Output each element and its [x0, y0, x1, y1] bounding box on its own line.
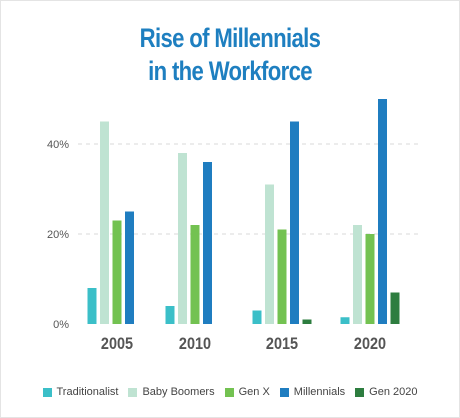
bar-millennials-2010	[203, 162, 212, 324]
legend-swatch	[42, 387, 52, 397]
x-tick-label: 2005	[101, 335, 133, 353]
x-tick-label: 2020	[354, 335, 386, 353]
x-tick-label: 2015	[266, 335, 298, 353]
bar-traditionalist-2015	[252, 310, 262, 324]
x-tick-label: 2010	[179, 335, 211, 353]
bar-baby-boomers-2020	[353, 225, 362, 324]
legend-swatch	[128, 387, 138, 397]
legend-item: Gen 2020	[355, 386, 417, 398]
bar-millennials-2020	[378, 99, 387, 324]
bar-baby-boomers-2015	[265, 184, 274, 324]
legend-swatch	[224, 387, 234, 397]
bar-millennials-2005	[125, 211, 134, 324]
y-tick-label: 0%	[53, 319, 69, 331]
bar-gen-2020-2020	[390, 292, 400, 324]
chart-title-line-2: in the Workforce	[148, 56, 312, 86]
legend-label: Traditionalist	[56, 386, 119, 398]
y-tick-label: 40%	[47, 139, 69, 151]
legend-label: Gen 2020	[369, 386, 418, 398]
legend-item: Traditionalist	[42, 386, 119, 398]
legend-label: Gen X	[238, 386, 270, 398]
bar-baby-boomers-2005	[100, 121, 109, 324]
bar-gen-x-2015	[277, 229, 287, 324]
bar-traditionalist-2010	[165, 306, 175, 324]
chart-legend: Traditionalist Baby Boomers Gen X Millennia…	[0, 386, 460, 398]
y-tick-label: 20%	[47, 229, 69, 241]
bar-gen-x-2020	[365, 234, 375, 324]
legend-item: Baby Boomers	[128, 386, 215, 398]
bar-traditionalist-2020	[340, 317, 350, 324]
bar-traditionalist-2005	[87, 288, 97, 324]
chart-title-line-1: Rise of Millennials	[139, 23, 321, 53]
bar-millennials-2015	[290, 121, 299, 324]
legend-item: Gen X	[224, 386, 270, 398]
bar-gen-x-2010	[190, 225, 200, 324]
legend-swatch	[355, 387, 365, 397]
legend-item: Millennials	[279, 386, 346, 398]
legend-swatch	[279, 387, 289, 397]
legend-label: Millennials	[293, 386, 346, 398]
bar-gen-x-2005	[112, 220, 122, 324]
bar-baby-boomers-2010	[178, 153, 187, 324]
bar-gen-2020-2015	[302, 319, 312, 324]
legend-label: Baby Boomers	[142, 386, 215, 398]
